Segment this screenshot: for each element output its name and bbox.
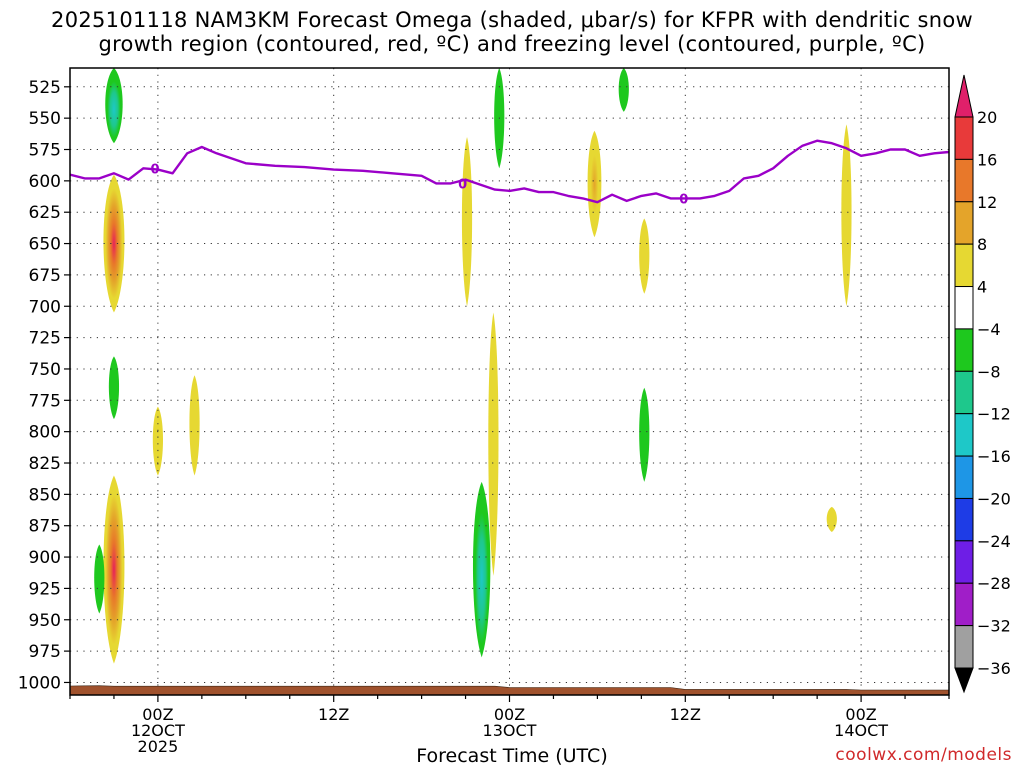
colorbar-label: 4 (977, 278, 987, 297)
omega-region-rising (152, 406, 163, 476)
colorbar-label: −32 (977, 617, 1011, 636)
y-tick-label: 650 (29, 235, 61, 255)
colorbar-band (954, 116, 974, 160)
colorbar-band (954, 497, 974, 542)
y-tick-label: 925 (29, 579, 61, 599)
x-tick-label: 13OCT (483, 721, 537, 740)
omega-region-rising (488, 312, 499, 576)
credit-link[interactable]: coolwx.com/models (835, 745, 1012, 765)
y-tick-label: 950 (29, 611, 61, 631)
colorbar-label: −8 (977, 362, 1001, 381)
colorbar-band (954, 625, 974, 669)
y-tick-label: 875 (29, 517, 61, 537)
omega-region-rising (103, 174, 125, 313)
colorbar-label: −4 (977, 320, 1001, 339)
colorbar-label: −16 (977, 447, 1011, 466)
x-tick-label: 2025 (138, 737, 179, 756)
colorbar-band (954, 328, 974, 372)
colorbar-top-arrow (954, 74, 974, 118)
omega-region-rising (189, 375, 200, 476)
omega-region-rising (841, 124, 852, 307)
x-tick-label: 14OCT (834, 721, 888, 740)
colorbar-band (954, 370, 974, 415)
omega-region-sinking (108, 356, 120, 420)
y-tick-label: 975 (29, 642, 61, 662)
y-tick-label: 775 (29, 391, 61, 411)
colorbar-band (954, 286, 974, 330)
omega-region-rising (103, 475, 125, 664)
y-tick-label: 725 (29, 329, 61, 349)
omega-region-sinking (94, 544, 105, 614)
x-tick-label: 12Z (670, 705, 701, 724)
x-axis-title: Forecast Time (UTC) (416, 745, 608, 767)
y-tick-label: 1000 (18, 673, 61, 693)
freezing-level-contour (70, 139, 949, 204)
chart-title-line2: growth region (contoured, red, ºC) and f… (98, 32, 926, 56)
freezing-level-label: 0 (150, 162, 159, 177)
y-tick-label: 625 (29, 203, 61, 223)
freezing-level-label: 0 (679, 192, 688, 207)
plot-background (70, 68, 949, 695)
chart-title-line1: 2025101118 NAM3KM Forecast Omega (shaded… (51, 8, 973, 32)
y-tick-label: 750 (29, 360, 61, 380)
y-tick-label: 900 (29, 548, 61, 568)
y-tick-label: 600 (29, 172, 61, 192)
colorbar-band (954, 201, 974, 245)
y-tick-label: 825 (29, 454, 61, 474)
colorbar-band (954, 540, 974, 584)
colorbar-label: 16 (977, 150, 997, 169)
y-tick-label: 675 (29, 266, 61, 286)
y-tick-label: 550 (29, 109, 61, 129)
x-tick-label: 12OCT (131, 721, 185, 740)
omega-region-sinking (105, 68, 123, 144)
y-tick-label: 700 (29, 297, 61, 317)
colorbar-label: −28 (977, 574, 1011, 593)
x-tick-label: 00Z (494, 705, 525, 724)
colorbar-band (954, 158, 974, 203)
y-tick-label: 850 (29, 485, 61, 505)
y-tick-label: 575 (29, 141, 61, 161)
omega-region-sinking (639, 387, 650, 482)
colorbar-band (954, 243, 974, 288)
colorbar-band (954, 455, 974, 499)
omega-region-rising (587, 130, 602, 238)
colorbar-label: 20 (977, 108, 997, 127)
colorbar-band (954, 413, 974, 457)
colorbar-label: −24 (977, 532, 1011, 551)
freezing-level-label: 0 (458, 177, 467, 192)
y-tick-label: 525 (29, 78, 61, 98)
x-tick-label: 00Z (142, 705, 173, 724)
omega-region-sinking (618, 68, 629, 112)
colorbar-label: −20 (977, 489, 1011, 508)
ground-surface (70, 685, 949, 695)
colorbar-label: 8 (977, 235, 987, 254)
colorbar-bottom-arrow (954, 667, 974, 694)
x-tick-label: 00Z (845, 705, 876, 724)
colorbar-band (954, 582, 974, 627)
colorbar-label: −12 (977, 405, 1011, 424)
colorbar-label: 12 (977, 193, 997, 212)
colorbar-label: −36 (977, 659, 1011, 678)
y-tick-label: 800 (29, 423, 61, 443)
x-tick-label: 12Z (318, 705, 349, 724)
